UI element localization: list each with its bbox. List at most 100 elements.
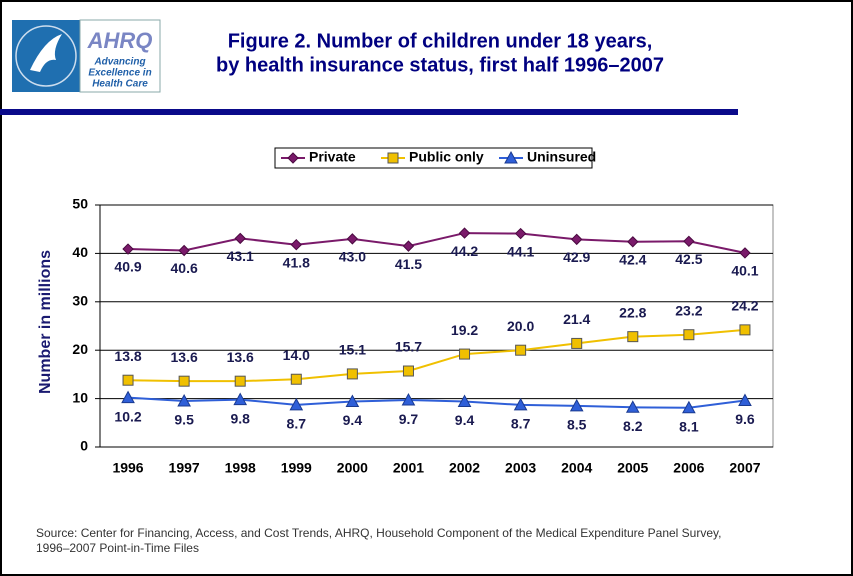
- chart-title: by health insurance status, first half 1…: [216, 54, 664, 76]
- seal-eagle: [30, 34, 62, 72]
- tagline: Excellence in: [88, 68, 151, 79]
- value-label: 41.8: [283, 254, 310, 270]
- value-label: 10.2: [114, 408, 141, 424]
- tagline: Advancing: [93, 57, 145, 68]
- value-label: 19.2: [451, 322, 478, 338]
- marker: [233, 392, 248, 406]
- legend-label: Public only: [409, 149, 484, 165]
- marker: [178, 244, 190, 257]
- value-label: 9.7: [399, 411, 419, 427]
- value-label: 9.8: [230, 410, 250, 426]
- value-label: 23.2: [675, 302, 702, 318]
- value-label: 13.6: [227, 349, 254, 365]
- marker: [121, 390, 135, 404]
- y-tick-label: 10: [72, 389, 88, 405]
- x-tick-label: 2000: [337, 460, 368, 476]
- marker: [290, 373, 302, 385]
- x-tick-label: 2003: [505, 460, 536, 476]
- value-label: 42.5: [675, 251, 702, 267]
- marker: [345, 394, 360, 408]
- series-line: [128, 232, 746, 254]
- marker: [402, 240, 415, 252]
- x-tick-label: 1999: [281, 460, 312, 476]
- x-tick-label: 1998: [225, 460, 256, 476]
- x-tick-label: 2007: [729, 460, 760, 476]
- marker: [625, 400, 640, 413]
- value-label: 9.4: [343, 412, 363, 428]
- value-label: 40.1: [731, 263, 758, 279]
- marker: [739, 247, 751, 259]
- marker: [627, 331, 639, 343]
- value-label: 8.7: [511, 416, 531, 432]
- value-label: 42.4: [619, 251, 646, 267]
- legend-label: Private: [309, 149, 356, 165]
- y-tick-label: 0: [80, 438, 88, 454]
- value-label: 9.5: [174, 412, 194, 428]
- y-tick-label: 20: [72, 341, 88, 357]
- value-label: 43.0: [339, 249, 366, 265]
- marker: [346, 368, 358, 380]
- value-label: 40.6: [171, 260, 198, 276]
- marker: [739, 324, 751, 336]
- marker: [458, 227, 471, 239]
- x-tick-label: 2001: [393, 460, 424, 476]
- marker: [287, 152, 299, 164]
- value-label: 43.1: [227, 248, 254, 264]
- value-label: 14.0: [283, 347, 310, 363]
- marker: [513, 397, 528, 411]
- marker: [177, 393, 191, 407]
- marker: [346, 233, 359, 245]
- marker: [738, 393, 752, 407]
- marker: [504, 150, 518, 164]
- y-tick-label: 50: [72, 196, 88, 212]
- value-label: 21.4: [563, 311, 590, 327]
- x-tick-label: 2005: [617, 460, 648, 476]
- value-label: 41.5: [395, 256, 422, 272]
- logo: AHRQ Advancing Excellence in Health Care: [12, 19, 161, 93]
- value-label: 42.9: [563, 249, 590, 265]
- value-label: 8.2: [623, 418, 643, 434]
- y-tick-label: 30: [72, 293, 88, 309]
- marker: [459, 348, 471, 360]
- x-tick-label: 2002: [449, 460, 480, 476]
- marker: [402, 365, 414, 377]
- x-tick-label: 2006: [673, 460, 704, 476]
- marker: [571, 233, 583, 246]
- value-label: 15.7: [395, 339, 422, 355]
- value-label: 15.1: [339, 342, 366, 358]
- source: 1996–2007 Point-in-Time Files: [36, 541, 199, 555]
- value-label: 9.4: [455, 412, 475, 428]
- marker: [401, 393, 416, 406]
- value-label: 9.6: [735, 411, 755, 427]
- legend: Private Public only Uninsured: [274, 147, 596, 169]
- marker: [289, 397, 304, 411]
- value-label: 22.8: [619, 304, 646, 320]
- x-tick-label: 1996: [112, 460, 143, 476]
- marker: [515, 344, 527, 356]
- marker: [234, 232, 246, 245]
- marker: [683, 235, 695, 248]
- value-label: 24.2: [731, 298, 758, 314]
- marker: [234, 375, 246, 387]
- value-label: 13.6: [171, 349, 198, 365]
- marker: [514, 227, 527, 240]
- header-rule: [0, 109, 738, 115]
- marker: [122, 374, 134, 386]
- value-label: 20.0: [507, 318, 534, 334]
- value-label: 8.1: [679, 418, 699, 434]
- marker: [122, 243, 134, 255]
- marker: [682, 400, 696, 414]
- marker: [387, 152, 399, 164]
- marker: [290, 238, 302, 251]
- marker: [627, 236, 639, 248]
- tagline: Health Care: [92, 79, 148, 90]
- source: Source: Center for Financing, Access, an…: [36, 526, 721, 540]
- value-label: 8.5: [567, 417, 587, 433]
- value-label: 44.1: [507, 243, 534, 259]
- series-line: [128, 328, 746, 383]
- marker: [178, 375, 190, 387]
- chart-title: Figure 2. Number of children under 18 ye…: [228, 30, 653, 52]
- marker: [569, 398, 584, 412]
